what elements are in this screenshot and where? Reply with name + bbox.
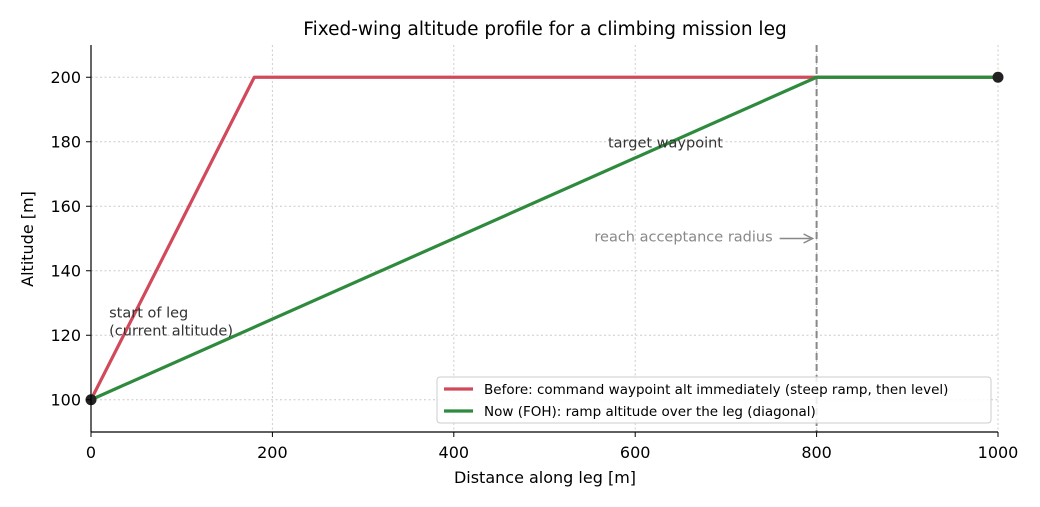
x-tick-label-4: 800 [801,443,832,462]
legend-label-2: Now (FOH): ramp altitude over the leg (d… [484,404,816,420]
annotation-4: reach acceptance radius [594,230,772,246]
axes [90,45,998,433]
y-tick-label-3: 160 [50,197,81,216]
ticks: 0 200 400 600 800 1000 100 120 140 160 180 200 [50,68,1018,462]
legend-label-1: Before: command waypoint alt immediately… [484,382,948,398]
x-tick-label-5: 1000 [978,443,1019,462]
annotation-1: start of leg [109,306,188,322]
y-tick-label-0: 100 [50,390,81,409]
y-tick-label-4: 180 [50,132,81,151]
x-tick-label-2: 400 [439,443,470,462]
y-tick-label-2: 140 [50,261,81,280]
annotation-arrow-head [803,233,815,244]
legend-box [436,376,992,424]
x-tick-label-3: 600 [620,443,651,462]
annotations: start of leg(current altitude) target way… [109,136,815,339]
series-line-2 [89,75,1000,402]
endpoint-marker-2 [992,71,1004,83]
annotation-2: (current altitude) [109,323,233,339]
series-layer [89,75,1000,402]
y-tick-label-5: 200 [50,68,81,87]
annotation-3: target waypoint [608,136,723,152]
series-line-1 [89,75,1000,402]
y-tick-label-1: 120 [50,326,81,345]
x-tick-label-1: 200 [257,443,288,462]
x-axis-title: Distance along leg [m] [454,468,636,487]
legend: Before: command waypoint alt immediately… [436,376,992,424]
x-tick-label-0: 0 [86,443,96,462]
chart-title: Fixed-wing altitude profile for a climbi… [303,19,786,40]
y-axis-title: Altitude [m] [18,191,37,287]
